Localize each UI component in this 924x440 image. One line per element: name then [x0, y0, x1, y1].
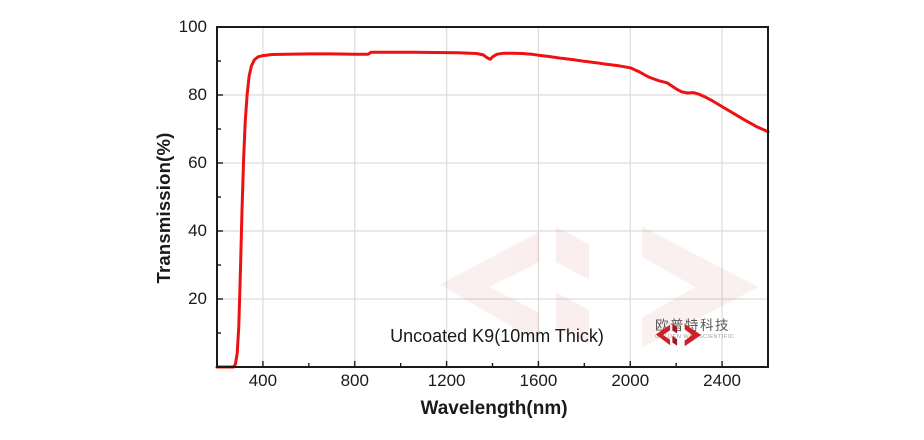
- y-tick-label: 100: [178, 17, 207, 36]
- x-tick-label: 1200: [427, 371, 466, 390]
- y-tick-label: 80: [188, 85, 207, 104]
- brand-logo: 欧普特科技 GOLDEN WAY SCIENTIFIC: [655, 319, 734, 347]
- x-tick-label: 2000: [611, 371, 650, 390]
- x-tick-label: 1600: [519, 371, 558, 390]
- y-tick-label: 40: [188, 221, 207, 240]
- y-tick-label: 20: [188, 289, 207, 308]
- y-tick-label: 60: [188, 153, 207, 172]
- x-axis-title: Wavelength(nm): [420, 398, 568, 419]
- x-tick-label: 2400: [703, 371, 741, 390]
- brand-emblem-icon: [655, 323, 702, 347]
- x-tick-label: 800: [340, 371, 369, 390]
- x-tick-label: 400: [248, 371, 278, 390]
- curve-annotation: Uncoated K9(10mm Thick): [390, 326, 604, 346]
